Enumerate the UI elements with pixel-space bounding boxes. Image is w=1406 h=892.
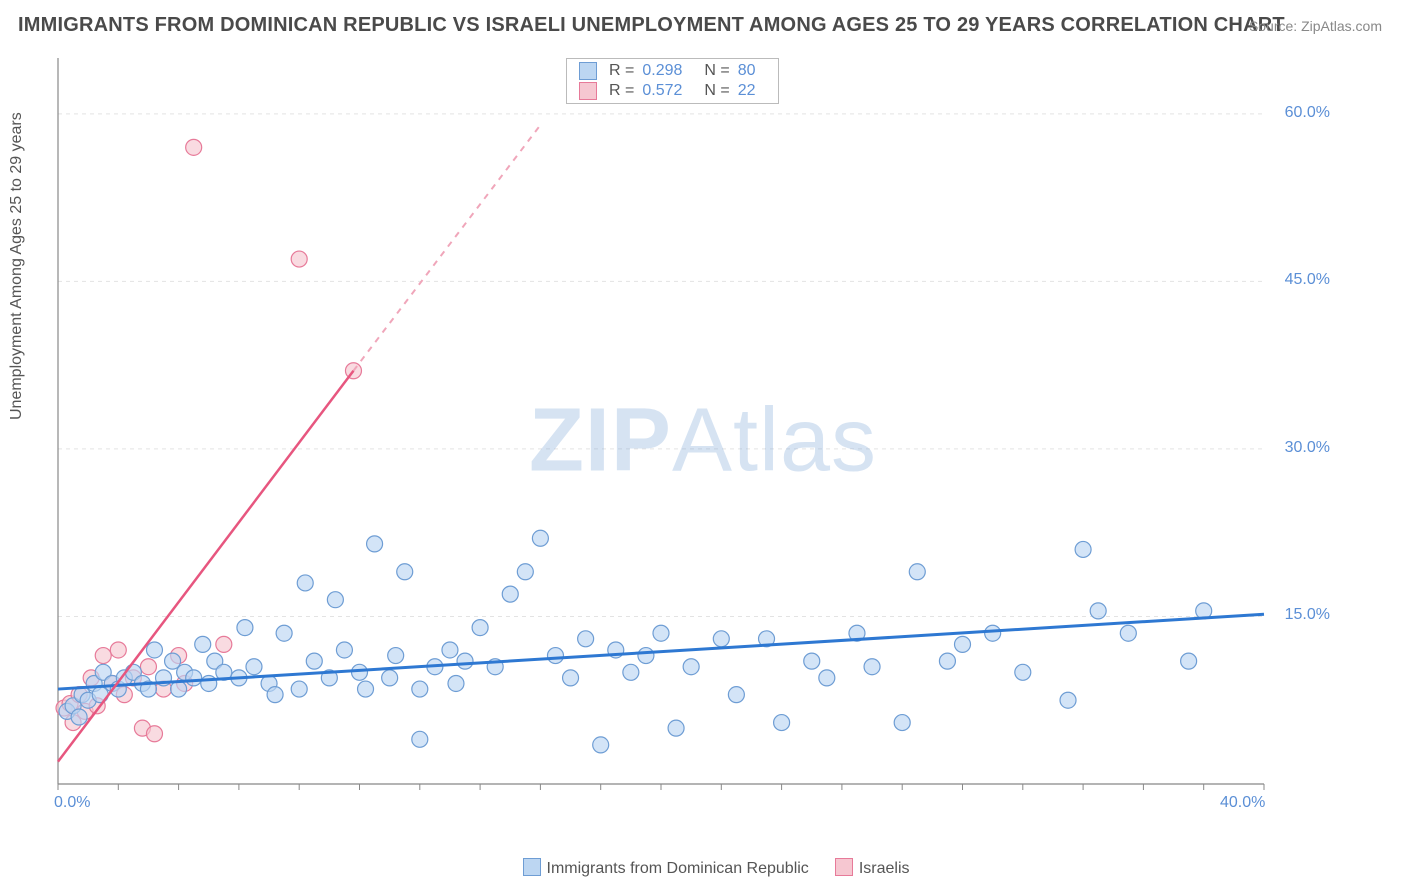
chart-area: 15.0% 30.0% 45.0% 60.0% 0.0% 40.0% bbox=[54, 54, 1334, 814]
r-label: R = bbox=[609, 62, 634, 80]
legend-swatch bbox=[579, 62, 597, 80]
x-tick-min: 0.0% bbox=[54, 794, 90, 812]
correlation-legend-row: R = 0.572 N = 22 bbox=[567, 81, 778, 101]
r-value: 0.572 bbox=[642, 82, 682, 100]
correlation-legend: R = 0.298 N = 80 R = 0.572 N = 22 bbox=[566, 58, 779, 104]
source-name: ZipAtlas.com bbox=[1301, 18, 1382, 34]
n-label: N = bbox=[704, 62, 729, 80]
legend-swatch bbox=[523, 858, 541, 876]
y-tick-label: 60.0% bbox=[1285, 104, 1330, 122]
source-prefix: Source: bbox=[1249, 18, 1301, 34]
y-tick-label: 45.0% bbox=[1285, 271, 1330, 289]
source-attribution: Source: ZipAtlas.com bbox=[1249, 18, 1382, 34]
y-axis-label: Unemployment Among Ages 25 to 29 years bbox=[8, 112, 26, 420]
chart-title: IMMIGRANTS FROM DOMINICAN REPUBLIC VS IS… bbox=[18, 14, 1285, 37]
legend-swatch bbox=[579, 82, 597, 100]
x-tick-max: 40.0% bbox=[1220, 794, 1265, 812]
scatter-plot bbox=[54, 54, 1334, 814]
r-value: 0.298 bbox=[642, 62, 682, 80]
legend-swatch bbox=[835, 858, 853, 876]
r-label: R = bbox=[609, 82, 634, 100]
n-value: 22 bbox=[738, 82, 756, 100]
correlation-legend-row: R = 0.298 N = 80 bbox=[567, 61, 778, 81]
y-tick-label: 30.0% bbox=[1285, 439, 1330, 457]
legend-label: Immigrants from Dominican Republic bbox=[547, 860, 809, 877]
legend-label: Israelis bbox=[859, 860, 910, 877]
y-tick-label: 15.0% bbox=[1285, 606, 1330, 624]
series-legend: Immigrants from Dominican Republic Israel… bbox=[0, 858, 1406, 878]
n-value: 80 bbox=[738, 62, 756, 80]
n-label: N = bbox=[704, 82, 729, 100]
